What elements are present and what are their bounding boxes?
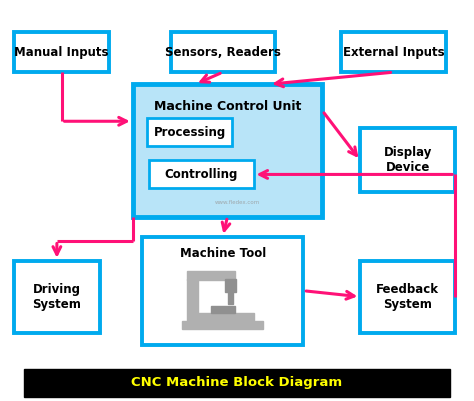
Bar [187, 271, 235, 280]
FancyBboxPatch shape [149, 160, 254, 188]
FancyBboxPatch shape [341, 32, 446, 72]
Text: Machine Tool: Machine Tool [180, 247, 266, 259]
Text: CNC Machine Block Diagram: CNC Machine Block Diagram [131, 377, 343, 389]
Text: Controlling: Controlling [165, 168, 238, 181]
Text: www.fledex.com: www.fledex.com [214, 200, 260, 205]
Text: Processing: Processing [154, 126, 226, 139]
Bar [228, 292, 233, 304]
FancyBboxPatch shape [133, 84, 322, 217]
Bar [187, 279, 198, 321]
Text: Feedback
System: Feedback System [376, 283, 439, 311]
Text: External Inputs: External Inputs [343, 46, 444, 59]
Text: Sensors, Readers: Sensors, Readers [165, 46, 281, 59]
Text: Driving
System: Driving System [32, 283, 82, 311]
Bar [24, 369, 450, 397]
FancyBboxPatch shape [171, 32, 275, 72]
FancyBboxPatch shape [14, 261, 100, 333]
Bar [192, 314, 254, 321]
Bar [225, 279, 236, 292]
FancyBboxPatch shape [360, 261, 455, 333]
FancyBboxPatch shape [142, 237, 303, 345]
Bar [211, 306, 235, 314]
Text: Machine Control Unit: Machine Control Unit [154, 100, 301, 113]
Text: Display
Device: Display Device [383, 146, 432, 174]
FancyBboxPatch shape [147, 118, 232, 146]
Text: Manual Inputs: Manual Inputs [14, 46, 109, 59]
FancyBboxPatch shape [14, 32, 109, 72]
FancyBboxPatch shape [360, 128, 455, 192]
Bar [182, 321, 263, 330]
